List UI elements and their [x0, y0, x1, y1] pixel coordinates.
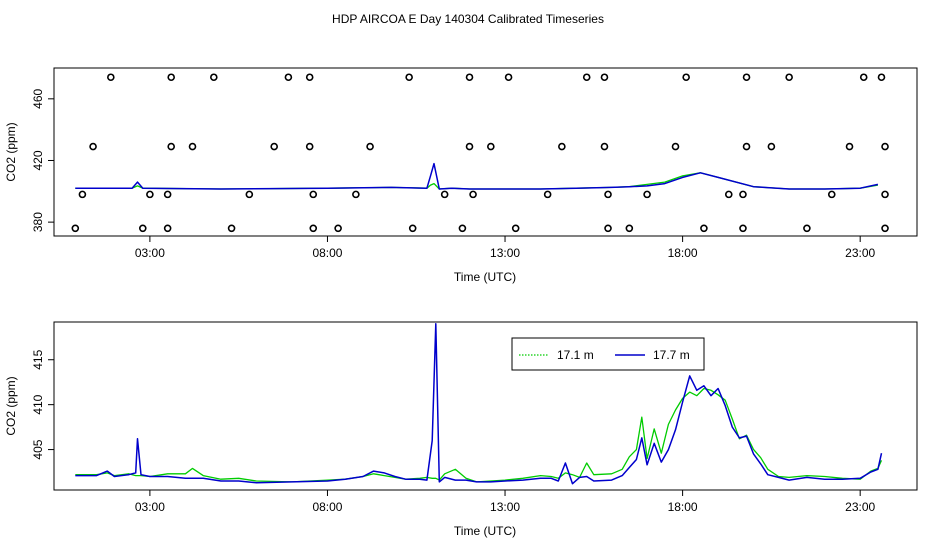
calibration-point: [305, 73, 314, 82]
calibration-point: [163, 190, 172, 199]
calibration-point: [465, 73, 474, 82]
calibration-point: [138, 224, 147, 233]
calibration-point: [643, 190, 651, 199]
calibration-point: [107, 73, 115, 82]
calibration-point: [739, 224, 747, 233]
calibration-point: [803, 224, 811, 233]
calibration-point: [167, 73, 175, 82]
top-calibration-points: [71, 73, 889, 233]
top-y-tick-label: 420: [31, 150, 45, 170]
calibration-point: [511, 224, 520, 233]
top-y-tick-label: 380: [31, 212, 45, 232]
top-series-17-7m-line: [75, 162, 879, 190]
legend: 17.1 m 17.7 m: [511, 337, 705, 371]
bottom-y-tick-label: 405: [31, 439, 45, 459]
legend-box: [511, 337, 705, 371]
top-plot-frame: [53, 67, 918, 237]
calibration-point: [543, 190, 552, 199]
calibration-point: [188, 142, 197, 151]
bottom-panel: 03:00 08:00 13:00 18:00 23:00 405 410 415 Time …: [4, 321, 918, 538]
bottom-y-tick-label: 410: [31, 394, 45, 414]
calibration-point: [245, 190, 254, 199]
calibration-point: [78, 190, 87, 199]
calibration-point: [469, 190, 477, 199]
top-x-tick-label: 23:00: [845, 246, 875, 260]
bottom-plot-frame: [53, 321, 918, 491]
calibration-point: [309, 190, 318, 199]
calibration-point: [881, 224, 889, 233]
calibration-point: [724, 190, 733, 199]
calibration-point: [227, 224, 236, 233]
top-x-tick-label: 08:00: [312, 246, 342, 260]
calibration-point: [284, 73, 293, 82]
calibration-point: [334, 224, 342, 233]
calibration-point: [682, 73, 690, 82]
bottom-x-tick-label: 18:00: [668, 500, 698, 514]
calibration-point: [305, 142, 314, 151]
bottom-x-axis-title: Time (UTC): [454, 524, 516, 538]
calibration-point: [146, 190, 154, 199]
calibration-point: [600, 142, 609, 151]
bottom-series-17-7m-line: [75, 323, 883, 485]
calibration-point: [582, 73, 591, 82]
calibration-point: [604, 190, 612, 199]
top-series-lines: [75, 162, 879, 190]
calibration-point: [270, 142, 278, 151]
top-x-axis-title: Time (UTC): [454, 270, 516, 284]
calibration-point: [785, 73, 793, 82]
calibration-point: [309, 224, 318, 233]
bottom-x-tick-label: 23:00: [845, 500, 875, 514]
calibration-point: [352, 190, 360, 199]
bottom-x-tick-label: 03:00: [135, 500, 165, 514]
calibration-point: [71, 224, 80, 233]
bottom-axes: 03:00 08:00 13:00 18:00 23:00 405 410 415: [31, 349, 876, 514]
calibration-point: [700, 224, 708, 233]
calibration-point: [742, 73, 751, 82]
calibration-point: [625, 224, 634, 233]
top-y-axis-title: CO2 (ppm): [4, 122, 18, 181]
calibration-point: [405, 73, 413, 82]
calibration-point: [845, 142, 854, 151]
calibration-point: [167, 142, 175, 151]
calibration-point: [163, 224, 172, 233]
top-axes: 03:00 08:00 13:00 18:00 23:00 380 420 460: [31, 88, 876, 260]
calibration-point: [739, 190, 747, 199]
calibration-point: [877, 73, 886, 82]
calibration-point: [671, 142, 680, 151]
calibration-point: [827, 190, 836, 199]
legend-label-17-7m: 17.7 m: [653, 348, 690, 362]
calibration-point: [89, 142, 97, 151]
calibration-point: [440, 190, 449, 199]
bottom-y-axis-title: CO2 (ppm): [4, 376, 18, 435]
bottom-series-lines: [75, 323, 883, 485]
bottom-x-tick-label: 08:00: [312, 500, 342, 514]
top-x-tick-label: 18:00: [668, 246, 698, 260]
calibration-point: [604, 224, 612, 233]
calibration-point: [487, 142, 495, 151]
bottom-series-17-1m-line: [75, 387, 883, 483]
calibration-point: [408, 224, 417, 233]
top-x-tick-label: 03:00: [135, 246, 165, 260]
calibration-point: [767, 142, 776, 151]
calibration-point: [366, 142, 374, 151]
legend-label-17-1m: 17.1 m: [557, 348, 594, 362]
calibration-point: [600, 73, 609, 82]
chart-title: HDP AIRCOA E Day 140304 Calibrated Times…: [332, 12, 604, 26]
top-x-tick-label: 13:00: [490, 246, 520, 260]
calibration-point: [558, 142, 566, 151]
calibration-point: [210, 73, 218, 82]
calibration-point: [742, 142, 751, 151]
calibration-point: [504, 73, 513, 82]
calibration-point: [859, 73, 868, 82]
calibration-point: [458, 224, 467, 233]
top-panel: 03:00 08:00 13:00 18:00 23:00 380 420 460 Time …: [4, 67, 918, 284]
bottom-y-tick-label: 415: [31, 349, 45, 369]
calibration-point: [881, 142, 889, 151]
top-y-tick-label: 460: [31, 88, 45, 108]
calibration-point: [465, 142, 474, 151]
calibration-point: [881, 190, 889, 199]
bottom-x-tick-label: 13:00: [490, 500, 520, 514]
